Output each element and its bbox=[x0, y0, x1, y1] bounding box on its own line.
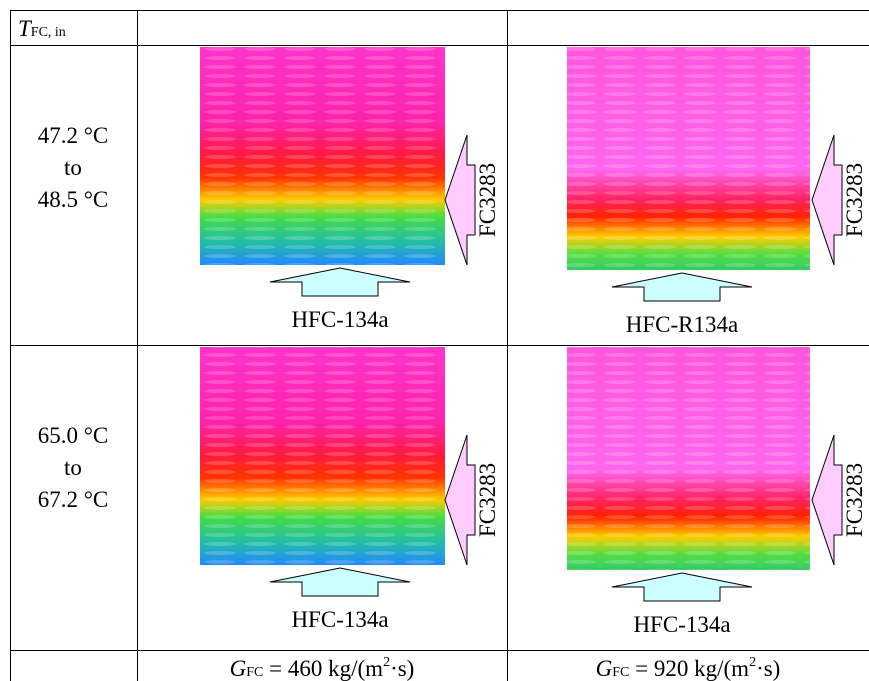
inlet-arrow bbox=[269, 567, 411, 597]
symbol: T bbox=[18, 16, 33, 41]
tail: ·s) bbox=[756, 656, 780, 681]
mass-flux-label: GFC = 920 kg/(m2·s) bbox=[596, 655, 781, 681]
text: = 460 kg/(m bbox=[263, 656, 383, 681]
subscript: FC bbox=[246, 665, 263, 680]
text: = 920 kg/(m bbox=[629, 656, 749, 681]
heatmap-texture bbox=[567, 47, 810, 270]
fc-label: FC3283 bbox=[842, 163, 867, 237]
temperature-range: to bbox=[64, 455, 82, 480]
inlet-arrow bbox=[269, 267, 411, 297]
fc-arrow bbox=[444, 134, 476, 266]
superscript: 2 bbox=[383, 655, 390, 670]
heatmap-texture bbox=[567, 347, 810, 570]
tail: ·s) bbox=[390, 656, 414, 681]
heatmap-texture bbox=[200, 347, 445, 565]
table-borders bbox=[10, 10, 869, 681]
subscript: FC bbox=[612, 665, 629, 680]
mass-flux-label: GFC = 460 kg/(m2·s) bbox=[230, 655, 415, 681]
inlet-label: HFC-R134a bbox=[626, 312, 738, 337]
heatmap-texture bbox=[200, 47, 445, 265]
temperature-range: 67.2 °C bbox=[38, 487, 109, 512]
temperature-range: to bbox=[64, 155, 82, 180]
inlet-label: HFC-134a bbox=[633, 612, 730, 637]
inlet-label: HFC-134a bbox=[291, 307, 388, 332]
temperature-range: 65.0 °C bbox=[38, 423, 109, 448]
subscript: FC, in bbox=[31, 25, 66, 40]
fc-label: FC3283 bbox=[475, 463, 500, 537]
fc-label: FC3283 bbox=[842, 463, 867, 537]
temperature-range: 47.2 °C bbox=[38, 123, 109, 148]
header-label: TFC, in bbox=[18, 16, 66, 41]
fc-arrow bbox=[444, 434, 476, 566]
inlet-label: HFC-134a bbox=[291, 607, 388, 632]
inlet-arrow bbox=[611, 572, 753, 602]
symbol: G bbox=[596, 656, 613, 681]
fc-arrow bbox=[811, 134, 843, 266]
inlet-arrow bbox=[611, 272, 753, 302]
symbol: G bbox=[230, 656, 247, 681]
temperature-range: 48.5 °C bbox=[38, 187, 109, 212]
fc-arrow bbox=[811, 434, 843, 566]
fc-label: FC3283 bbox=[475, 163, 500, 237]
superscript: 2 bbox=[749, 655, 756, 670]
